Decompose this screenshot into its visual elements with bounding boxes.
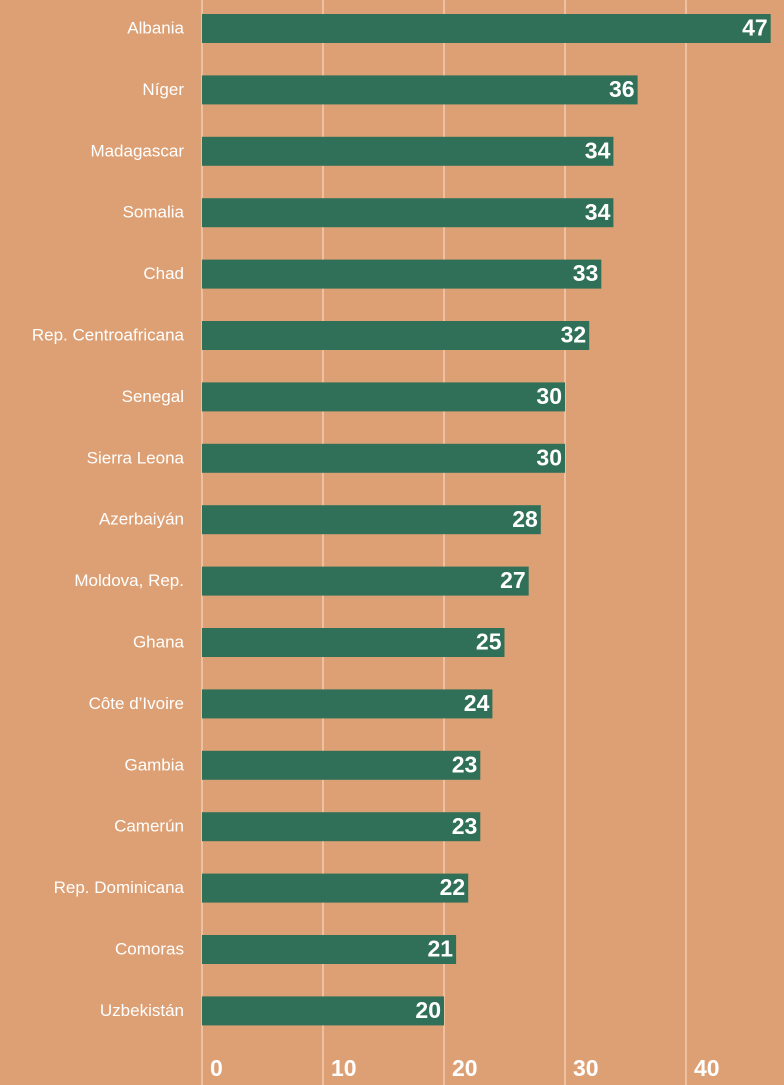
category-label: Albania: [127, 18, 184, 37]
bar: [202, 566, 529, 596]
bar: [202, 136, 614, 166]
data-label: 25: [476, 629, 502, 655]
bar: [202, 812, 481, 842]
data-label: 27: [500, 567, 526, 593]
category-label: Somalia: [123, 203, 185, 222]
data-label: 22: [440, 874, 466, 900]
x-tick-label: 30: [573, 1055, 599, 1081]
bar: [202, 382, 565, 412]
bar: [202, 935, 457, 964]
bar: [202, 14, 771, 43]
category-label: Madagascar: [90, 141, 184, 160]
category-labels: Albania Níger Madagascar Somalia Chad Rep. Ce…: [32, 18, 185, 1019]
x-tick-label: 0: [210, 1055, 223, 1081]
bar: [202, 689, 493, 719]
category-label: Gambia: [124, 755, 184, 774]
category-label: Sierra Leona: [87, 448, 185, 467]
category-label: Senegal: [122, 387, 184, 406]
data-label: 36: [609, 76, 635, 102]
data-label: 24: [464, 690, 490, 716]
category-label: Níger: [142, 80, 184, 99]
category-label: Côte d’Ivoire: [89, 694, 184, 713]
x-tick-label: 10: [331, 1055, 357, 1081]
category-label: Rep. Dominicana: [54, 878, 185, 897]
bar: [202, 259, 602, 289]
data-label: 34: [585, 199, 611, 225]
data-label: 33: [573, 260, 599, 286]
bar: [202, 628, 505, 657]
data-label: 34: [585, 137, 611, 163]
data-label: 32: [561, 322, 587, 348]
data-label: 21: [428, 936, 454, 962]
x-tick-label: 20: [452, 1055, 478, 1081]
grid-lines: [201, 0, 687, 1085]
bars: [202, 14, 771, 1026]
bar: [202, 873, 469, 903]
category-label: Comoras: [115, 939, 184, 958]
bar: [202, 996, 444, 1026]
category-label: Uzbekistán: [100, 1001, 184, 1020]
x-tick-label: 40: [694, 1055, 720, 1081]
x-axis-ticks: 0 10 20 30 40: [210, 1055, 720, 1081]
data-label: 23: [452, 813, 478, 839]
category-label: Ghana: [133, 632, 185, 651]
bar: [202, 75, 638, 105]
bar: [202, 750, 481, 780]
data-label: 20: [415, 997, 441, 1023]
data-label: 30: [536, 444, 562, 470]
category-label: Chad: [143, 264, 184, 283]
data-label: 47: [742, 15, 768, 41]
data-label: 30: [536, 383, 562, 409]
bar: [202, 321, 590, 350]
bar: [202, 198, 614, 228]
category-label: Camerún: [114, 817, 184, 836]
value-labels: 47 36 34 34 33 32 30 30 28 27 25 24 23 23 22 21 20: [415, 15, 767, 1023]
bar: [202, 505, 541, 535]
data-label: 23: [452, 751, 478, 777]
category-label: Moldova, Rep.: [74, 571, 184, 590]
bar: [202, 443, 565, 473]
category-label: Azerbaiyán: [99, 510, 184, 529]
data-label: 28: [512, 506, 538, 532]
category-label: Rep. Centroafricana: [32, 325, 185, 344]
